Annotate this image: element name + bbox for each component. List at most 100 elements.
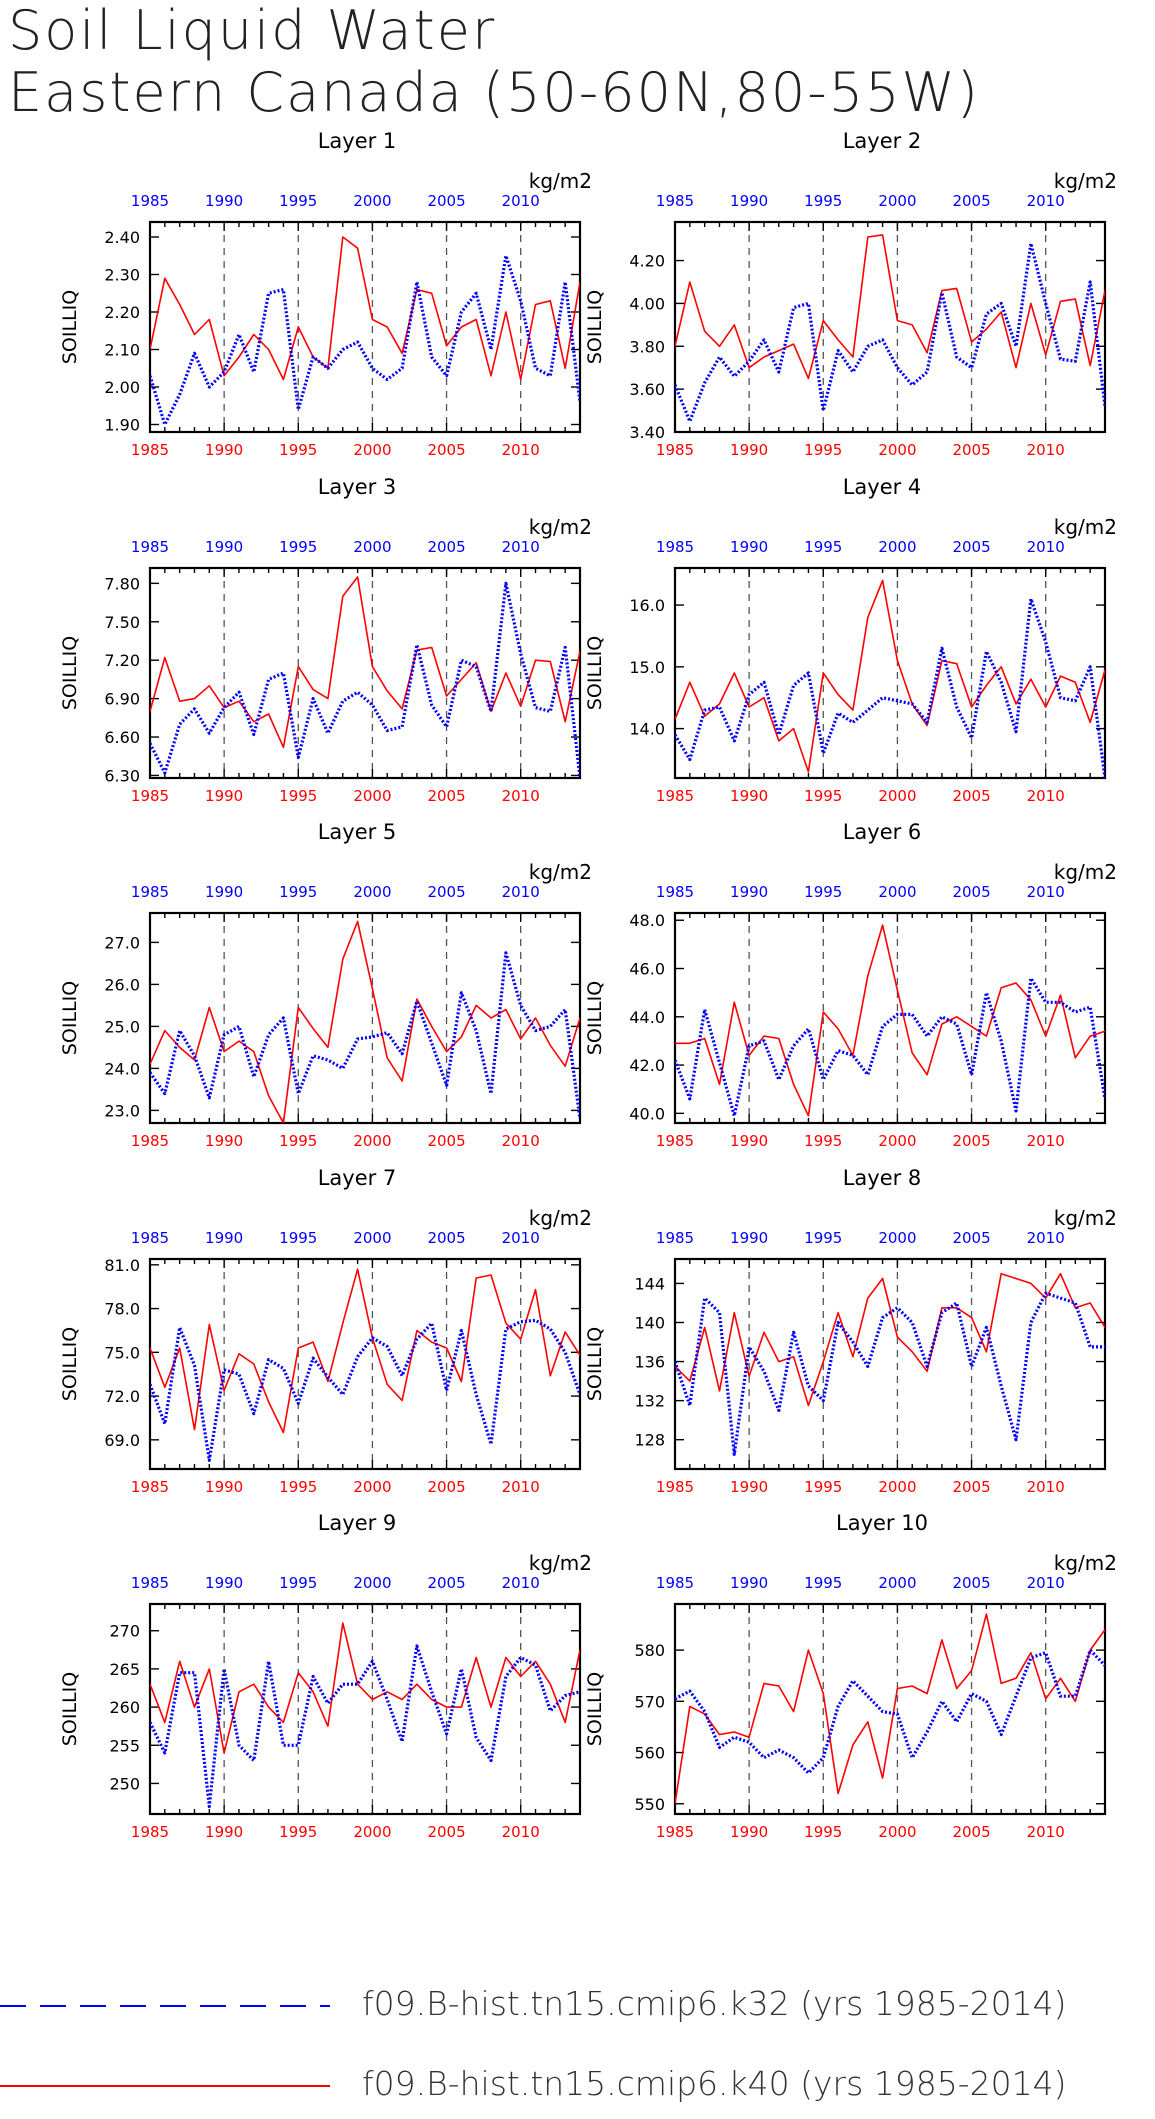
x-tick-label: 1985 [131,787,169,805]
series-line-k32 [150,581,580,778]
chart-panel-8: Layer 8 kg/m2 1985 1985 1990 1990 1995 1995 2000… [584,1166,1117,1496]
x-tick-label: 2000 [878,1478,916,1496]
x-tick-label: 1990 [205,192,243,210]
legend-line-k32 [0,2005,330,2007]
x-tick-label: 2010 [1027,538,1065,556]
x-tick-label: 1995 [804,883,842,901]
x-tick-label: 1995 [804,1823,842,1841]
x-tick-label: 1990 [205,1132,243,1150]
plot-frame [673,1257,1107,1471]
panel-title: Layer 1 [318,129,397,153]
y-tick-label: 6.30 [104,766,140,785]
x-tick-label: 1985 [656,787,694,805]
series-line-k40 [150,576,580,749]
unit-label: kg/m2 [529,1551,592,1575]
x-tick-label: 2000 [878,538,916,556]
x-tick-label: 1995 [279,192,317,210]
x-tick-label: 2005 [427,192,465,210]
series-line-k32 [675,976,1105,1118]
chart-panel-6: Layer 6 kg/m2 1985 1985 1990 1990 1995 1995 2000… [584,820,1117,1150]
y-tick-label: 580 [634,1641,665,1660]
y-tick-label: 7.50 [104,613,140,632]
chart-panel-7: Layer 7 kg/m2 1985 1985 1990 1990 1995 1995 2000… [59,1166,592,1496]
x-tick-label: 1985 [131,538,169,556]
x-tick-label: 1990 [730,1132,768,1150]
x-tick-label: 1995 [279,538,317,556]
y-axis-label: SOILLIQ [584,1672,606,1746]
series-line-k40 [150,1268,580,1434]
y-tick-label: 260 [109,1698,140,1717]
chart-title: Soil Liquid Water Eastern Canada (50-60N… [8,0,980,124]
y-axis-label: SOILLIQ [584,1327,606,1401]
x-tick-label: 1985 [656,1229,694,1247]
y-tick-label: 14.0 [629,720,665,739]
x-tick-label: 1990 [205,538,243,556]
x-tick-label: 1995 [279,1823,317,1841]
y-tick-label: 265 [109,1660,140,1679]
x-tick-label: 2005 [952,883,990,901]
y-tick-label: 69.0 [104,1431,140,1450]
y-axis-label: SOILLIQ [584,636,606,710]
y-tick-label: 16.0 [629,596,665,615]
x-tick-label: 2010 [502,1229,540,1247]
y-tick-label: 7.80 [104,574,140,593]
x-tick-label: 1985 [656,192,694,210]
y-tick-label: 40.0 [629,1104,665,1123]
x-tick-label: 1995 [804,1478,842,1496]
unit-label: kg/m2 [1054,1206,1117,1230]
x-tick-label: 1985 [131,1478,169,1496]
y-axis-label: SOILLIQ [584,981,606,1055]
x-tick-label: 2005 [427,1574,465,1592]
unit-label: kg/m2 [1054,1551,1117,1575]
y-tick-label: 27.0 [104,933,140,952]
series-line-k32 [150,1318,580,1462]
x-tick-label: 1995 [279,787,317,805]
x-tick-label: 2005 [427,1823,465,1841]
y-axis-label: SOILLIQ [59,636,81,710]
x-tick-label: 2005 [427,787,465,805]
x-tick-label: 2000 [878,1132,916,1150]
legend-label-k40: f09.B-hist.tn15.cmip6.k40 (yrs 1985-2014… [362,2064,1067,2103]
series-line-k40 [150,236,580,381]
y-tick-label: 1.90 [104,416,140,435]
x-tick-label: 1995 [804,1132,842,1150]
unit-label: kg/m2 [529,515,592,539]
y-tick-label: 250 [109,1774,140,1793]
y-tick-label: 6.90 [104,690,140,709]
x-tick-label: 2010 [1027,883,1065,901]
series-line-k40 [675,924,1105,1117]
y-tick-label: 78.0 [104,1300,140,1319]
x-tick-label: 2000 [353,192,391,210]
x-tick-label: 1990 [730,1823,768,1841]
legend-entry-k40: f09.B-hist.tn15.cmip6.k40 (yrs 1985-2014… [0,2056,1155,2116]
x-tick-label: 2000 [878,1229,916,1247]
x-tick-label: 1995 [279,1132,317,1150]
y-axis-label: SOILLIQ [59,290,81,364]
x-tick-label: 1990 [205,1574,243,1592]
x-tick-label: 2010 [502,787,540,805]
x-tick-label: 1985 [656,883,694,901]
series-line-k32 [150,1644,580,1809]
y-tick-label: 75.0 [104,1343,140,1362]
x-tick-label: 1995 [804,1574,842,1592]
y-tick-label: 46.0 [629,960,665,979]
unit-label: kg/m2 [1054,169,1117,193]
legend-label-k32: f09.B-hist.tn15.cmip6.k32 (yrs 1985-2014… [362,1984,1067,2023]
x-tick-label: 2000 [353,1823,391,1841]
y-axis-label: SOILLIQ [59,1672,81,1746]
series-line-k32 [150,951,580,1120]
legend-entry-k32: f09.B-hist.tn15.cmip6.k32 (yrs 1985-2014… [0,1976,1155,2036]
x-tick-label: 2010 [1027,1229,1065,1247]
x-tick-label: 2010 [502,1574,540,1592]
plot-frame [673,911,1107,1125]
panel-title: Layer 10 [836,1511,928,1535]
x-tick-label: 1990 [730,1574,768,1592]
x-tick-label: 2005 [952,1478,990,1496]
series-line-k40 [675,1613,1105,1804]
panel-title: Layer 6 [843,820,922,844]
x-tick-label: 2010 [502,883,540,901]
x-tick-label: 2010 [1027,1823,1065,1841]
chart-title-line-2: Eastern Canada (50-60N,80-55W) [8,61,980,124]
y-tick-label: 72.0 [104,1387,140,1406]
x-tick-label: 1995 [279,441,317,459]
